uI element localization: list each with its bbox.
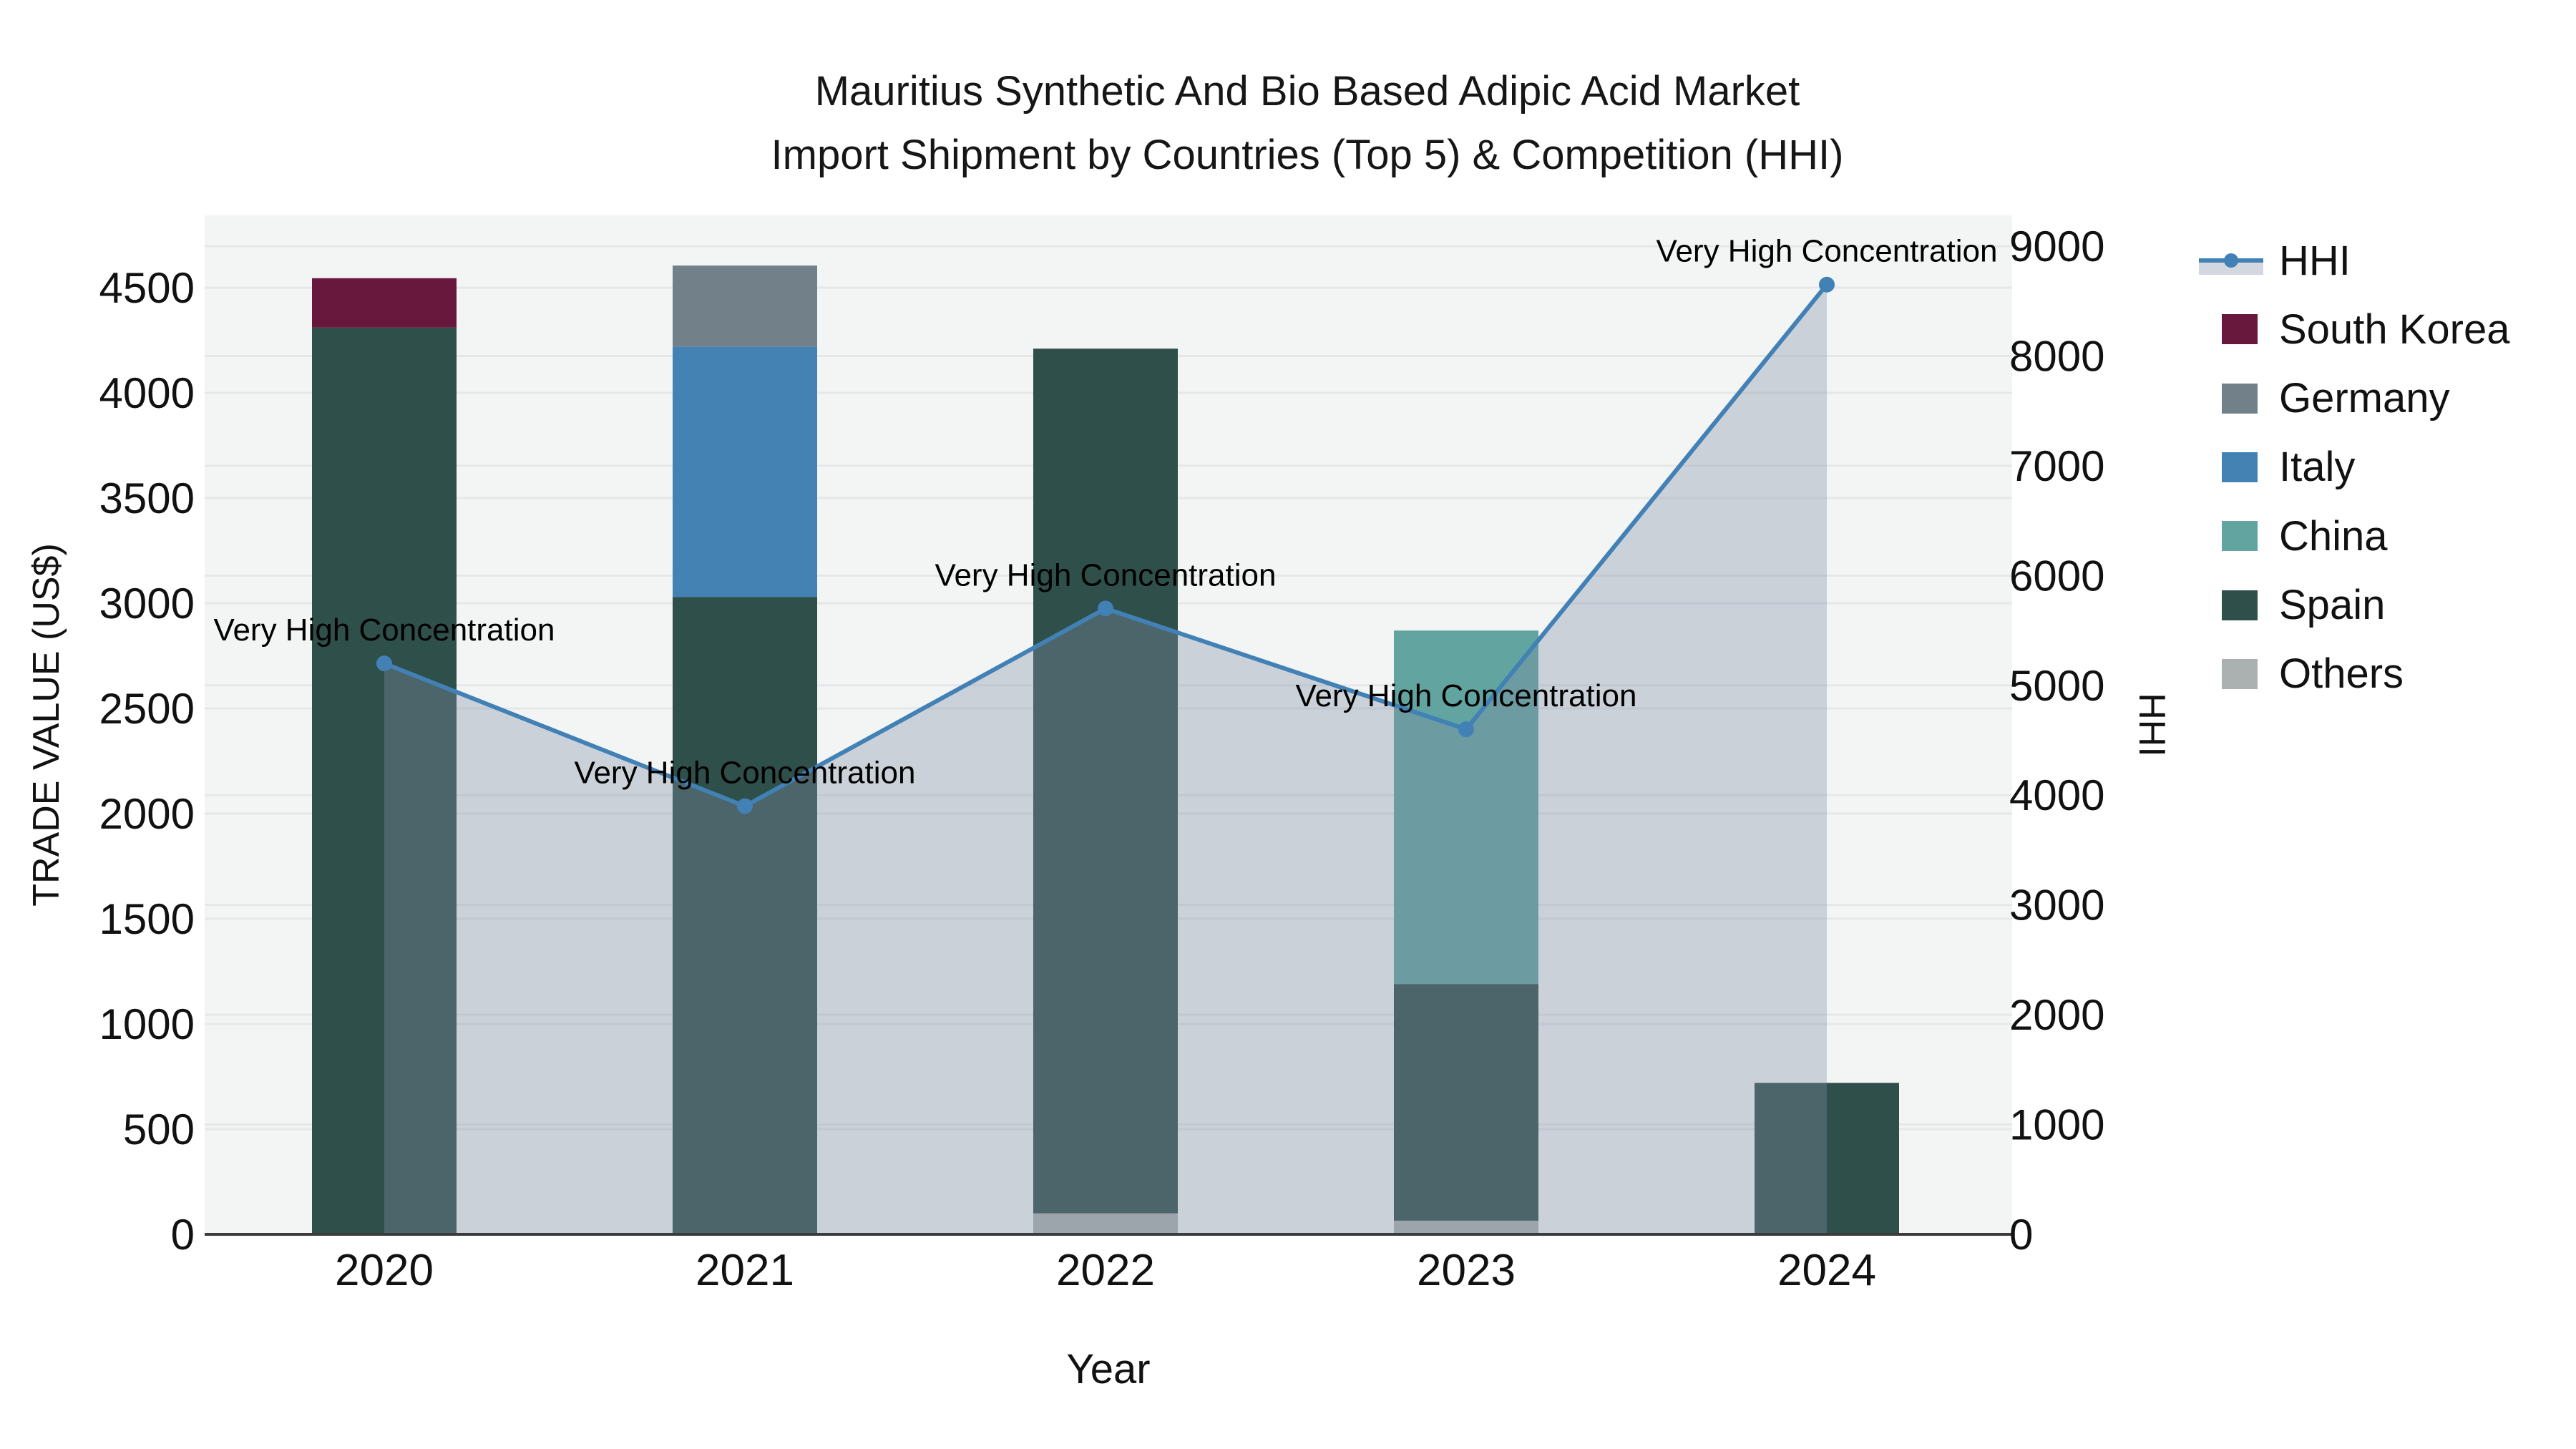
annotation-2023: Very High Concentration	[1296, 678, 1637, 713]
legend-swatch-icon	[2199, 521, 2279, 552]
legend-swatch-icon	[2199, 383, 2279, 414]
x-axis-title: Year	[1066, 1346, 1150, 1392]
xtick-2020: 2020	[335, 1246, 434, 1295]
ytick-right-8000: 8000	[2009, 332, 2104, 380]
y-axis-title-right: HHI	[2131, 693, 2172, 757]
hhi-point-2021[interactable]	[737, 798, 753, 814]
ytick-right-5000: 5000	[2009, 662, 2104, 710]
ytick-left-4000: 4000	[99, 369, 195, 417]
ytick-right-7000: 7000	[2009, 442, 2104, 490]
hhi-point-2023[interactable]	[1458, 721, 1474, 738]
ytick-right-4000: 4000	[2009, 771, 2104, 819]
hhi-point-2022[interactable]	[1098, 600, 1113, 617]
legend-swatch-icon	[2199, 658, 2279, 689]
bar-others-2023[interactable]	[1394, 1220, 1538, 1234]
hhi-point-2020[interactable]	[376, 655, 392, 672]
ytick-right-3000: 3000	[2009, 882, 2104, 930]
legend-label: South Korea	[2279, 306, 2510, 353]
ytick-right-0: 0	[2009, 1211, 2033, 1259]
ytick-left-1500: 1500	[99, 895, 195, 943]
bar-germany-2021[interactable]	[673, 265, 817, 347]
hhi-line-swatch-icon	[2199, 239, 2279, 282]
xtick-2024: 2024	[1777, 1246, 1876, 1295]
annotation-2024: Very High Concentration	[1657, 234, 1998, 269]
color-swatch-icon	[2222, 521, 2258, 552]
annotation-2021: Very High Concentration	[575, 756, 916, 791]
legend-item-hhi[interactable]: HHI	[2199, 237, 2351, 284]
legend-item-others[interactable]: Others	[2199, 650, 2404, 698]
y-axis-title-left: TRADE VALUE (US$)	[26, 543, 67, 907]
legend-label: Others	[2279, 650, 2404, 698]
bar-italy-2021[interactable]	[673, 346, 817, 597]
ytick-left-2500: 2500	[99, 685, 195, 733]
bar-spain-2024[interactable]	[1755, 1083, 1899, 1234]
color-swatch-icon	[2222, 658, 2258, 689]
color-swatch-icon	[2222, 590, 2258, 620]
chart-title-line1: Mauritius Synthetic And Bio Based Adipic…	[814, 68, 1800, 114]
xtick-2023: 2023	[1417, 1246, 1516, 1295]
legend-item-china[interactable]: China	[2199, 512, 2388, 560]
legend-label: Spain	[2279, 582, 2386, 628]
color-swatch-icon	[2222, 383, 2258, 414]
ytick-left-4500: 4500	[99, 264, 195, 312]
legend-swatch-icon	[2199, 590, 2279, 620]
ytick-right-6000: 6000	[2009, 552, 2104, 600]
legend-swatch-icon	[2199, 452, 2279, 482]
bar-spain-2020[interactable]	[312, 327, 457, 1234]
hhi-area	[384, 284, 1827, 1234]
ytick-right-1000: 1000	[2009, 1101, 2104, 1149]
bar-south-korea-2020[interactable]	[312, 278, 457, 328]
ytick-left-3000: 3000	[99, 580, 195, 628]
xtick-2021: 2021	[696, 1246, 794, 1295]
legend-item-italy[interactable]: Italy	[2199, 444, 2356, 491]
ytick-left-1000: 1000	[99, 1000, 195, 1048]
legend-label: China	[2279, 512, 2388, 560]
legend-item-south-korea[interactable]: South Korea	[2199, 306, 2510, 353]
legend-label: HHI	[2279, 237, 2351, 284]
legend-item-germany[interactable]: Germany	[2199, 375, 2450, 422]
ytick-right-2000: 2000	[2009, 991, 2104, 1039]
legend-swatch-icon	[2199, 314, 2279, 345]
bar-china-2023[interactable]	[1394, 630, 1538, 985]
bar-others-2022[interactable]	[1033, 1213, 1178, 1234]
bar-spain-2021[interactable]	[673, 597, 817, 1234]
legend-item-spain[interactable]: Spain	[2199, 582, 2386, 628]
xtick-2022: 2022	[1056, 1246, 1155, 1295]
legend-label: Italy	[2279, 444, 2356, 491]
annotation-2022: Very High Concentration	[935, 557, 1277, 592]
annotation-2020: Very High Concentration	[214, 613, 555, 648]
legend-label: Germany	[2279, 375, 2450, 422]
color-swatch-icon	[2222, 314, 2258, 345]
color-swatch-icon	[2222, 452, 2258, 482]
hhi-point-2024[interactable]	[1819, 276, 1835, 293]
ytick-left-2000: 2000	[99, 790, 195, 838]
ytick-right-9000: 9000	[2009, 223, 2104, 270]
ytick-left-3500: 3500	[99, 474, 195, 522]
bar-spain-2022[interactable]	[1033, 348, 1178, 1214]
bar-spain-2023[interactable]	[1394, 984, 1538, 1221]
chart-title-line2: Import Shipment by Countries (Top 5) & C…	[771, 132, 1844, 178]
ytick-left-500: 500	[123, 1106, 195, 1153]
ytick-left-0: 0	[171, 1211, 195, 1259]
